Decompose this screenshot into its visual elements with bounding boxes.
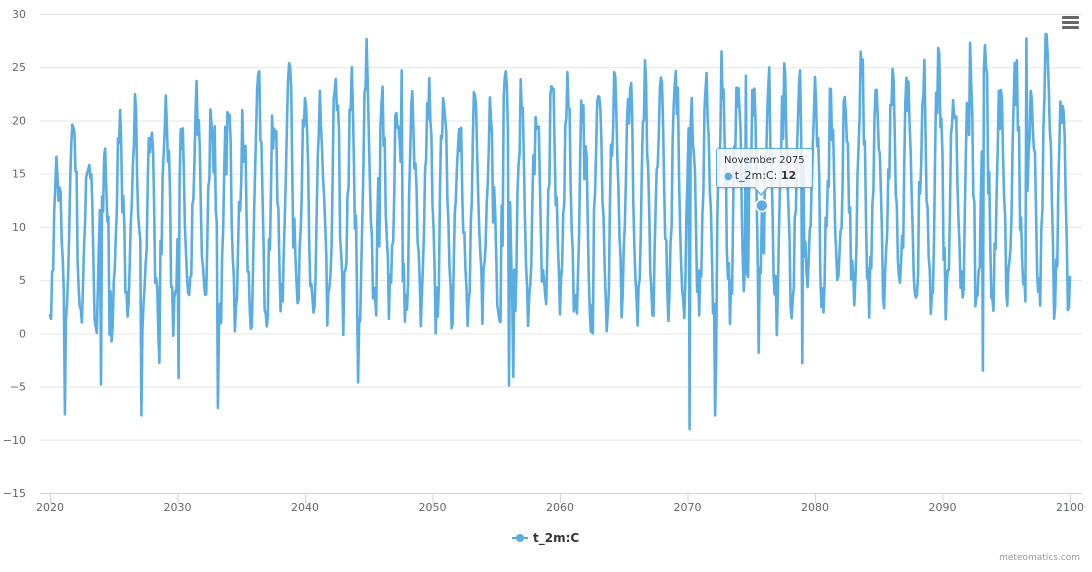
- highlighted-point-marker: [755, 198, 769, 213]
- x-tick-label: 2060: [546, 501, 574, 514]
- credits-link[interactable]: meteomatics.com: [999, 553, 1080, 563]
- x-tick-label: 2080: [801, 501, 829, 514]
- tooltip-series-label: t_2m:C:: [734, 169, 781, 182]
- y-tick-label: −10: [3, 434, 26, 447]
- tooltip-header: November 2075: [724, 155, 805, 166]
- x-tick-label: 2030: [164, 501, 192, 514]
- x-tick-label: 2040: [291, 501, 319, 514]
- y-tick-label: 25: [12, 61, 26, 74]
- hamburger-menu-icon[interactable]: [1058, 14, 1082, 36]
- y-tick-label: 30: [12, 8, 26, 21]
- y-tick-label: 10: [12, 221, 26, 234]
- tooltip-arrow-inner: [755, 187, 767, 194]
- tooltip-value: 12: [780, 169, 797, 182]
- tooltip-row: ● t_2m:C: 12: [724, 169, 805, 182]
- legend-label: t_2m:C: [533, 531, 580, 545]
- x-tick-label: 2050: [419, 501, 447, 514]
- y-tick-label: −15: [3, 487, 26, 500]
- y-tick-label: −5: [10, 381, 26, 394]
- series-t2m[interactable]: [48, 32, 1072, 431]
- y-tick-label: 5: [19, 274, 26, 287]
- y-tick-label: 15: [12, 168, 26, 181]
- legend-item-t2m[interactable]: t_2m:C: [512, 531, 579, 545]
- tooltip: November 2075 ● t_2m:C: 12: [716, 148, 813, 188]
- x-axis: 2020 2030 2040 2050 2060 2070 2080 2090 2100: [36, 493, 1084, 514]
- series-line[interactable]: [48, 32, 1072, 431]
- y-tick-label: 20: [12, 114, 26, 127]
- legend-line-marker-icon: [512, 532, 528, 544]
- y-axis-labels: −15 −10 −5 0 5 10 15 20 25 30: [3, 8, 26, 500]
- x-tick-label: 2020: [36, 501, 64, 514]
- tooltip-series-dot-icon: ●: [724, 171, 733, 182]
- x-tick-label: 2100: [1056, 501, 1084, 514]
- hover-marker: [755, 198, 769, 213]
- y-grid-lines: [40, 14, 1082, 441]
- x-tick-label: 2090: [929, 501, 957, 514]
- x-tick-label: 2070: [674, 501, 702, 514]
- y-tick-label: 0: [19, 327, 26, 340]
